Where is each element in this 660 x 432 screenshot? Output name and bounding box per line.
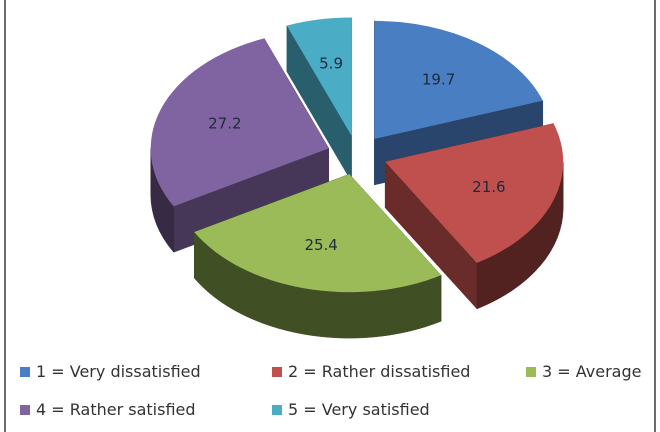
data-label-2: 21.6 bbox=[472, 178, 505, 196]
data-label-1: 19.7 bbox=[422, 70, 455, 88]
chart-frame bbox=[4, 0, 656, 432]
data-label-5: 5.9 bbox=[319, 55, 343, 73]
data-label-3: 25.4 bbox=[304, 236, 337, 254]
pie-slice-5 bbox=[286, 17, 352, 183]
pie-slice-3 bbox=[194, 173, 442, 339]
pie-slice-2 bbox=[384, 123, 564, 310]
data-label-4: 27.2 bbox=[208, 115, 241, 133]
